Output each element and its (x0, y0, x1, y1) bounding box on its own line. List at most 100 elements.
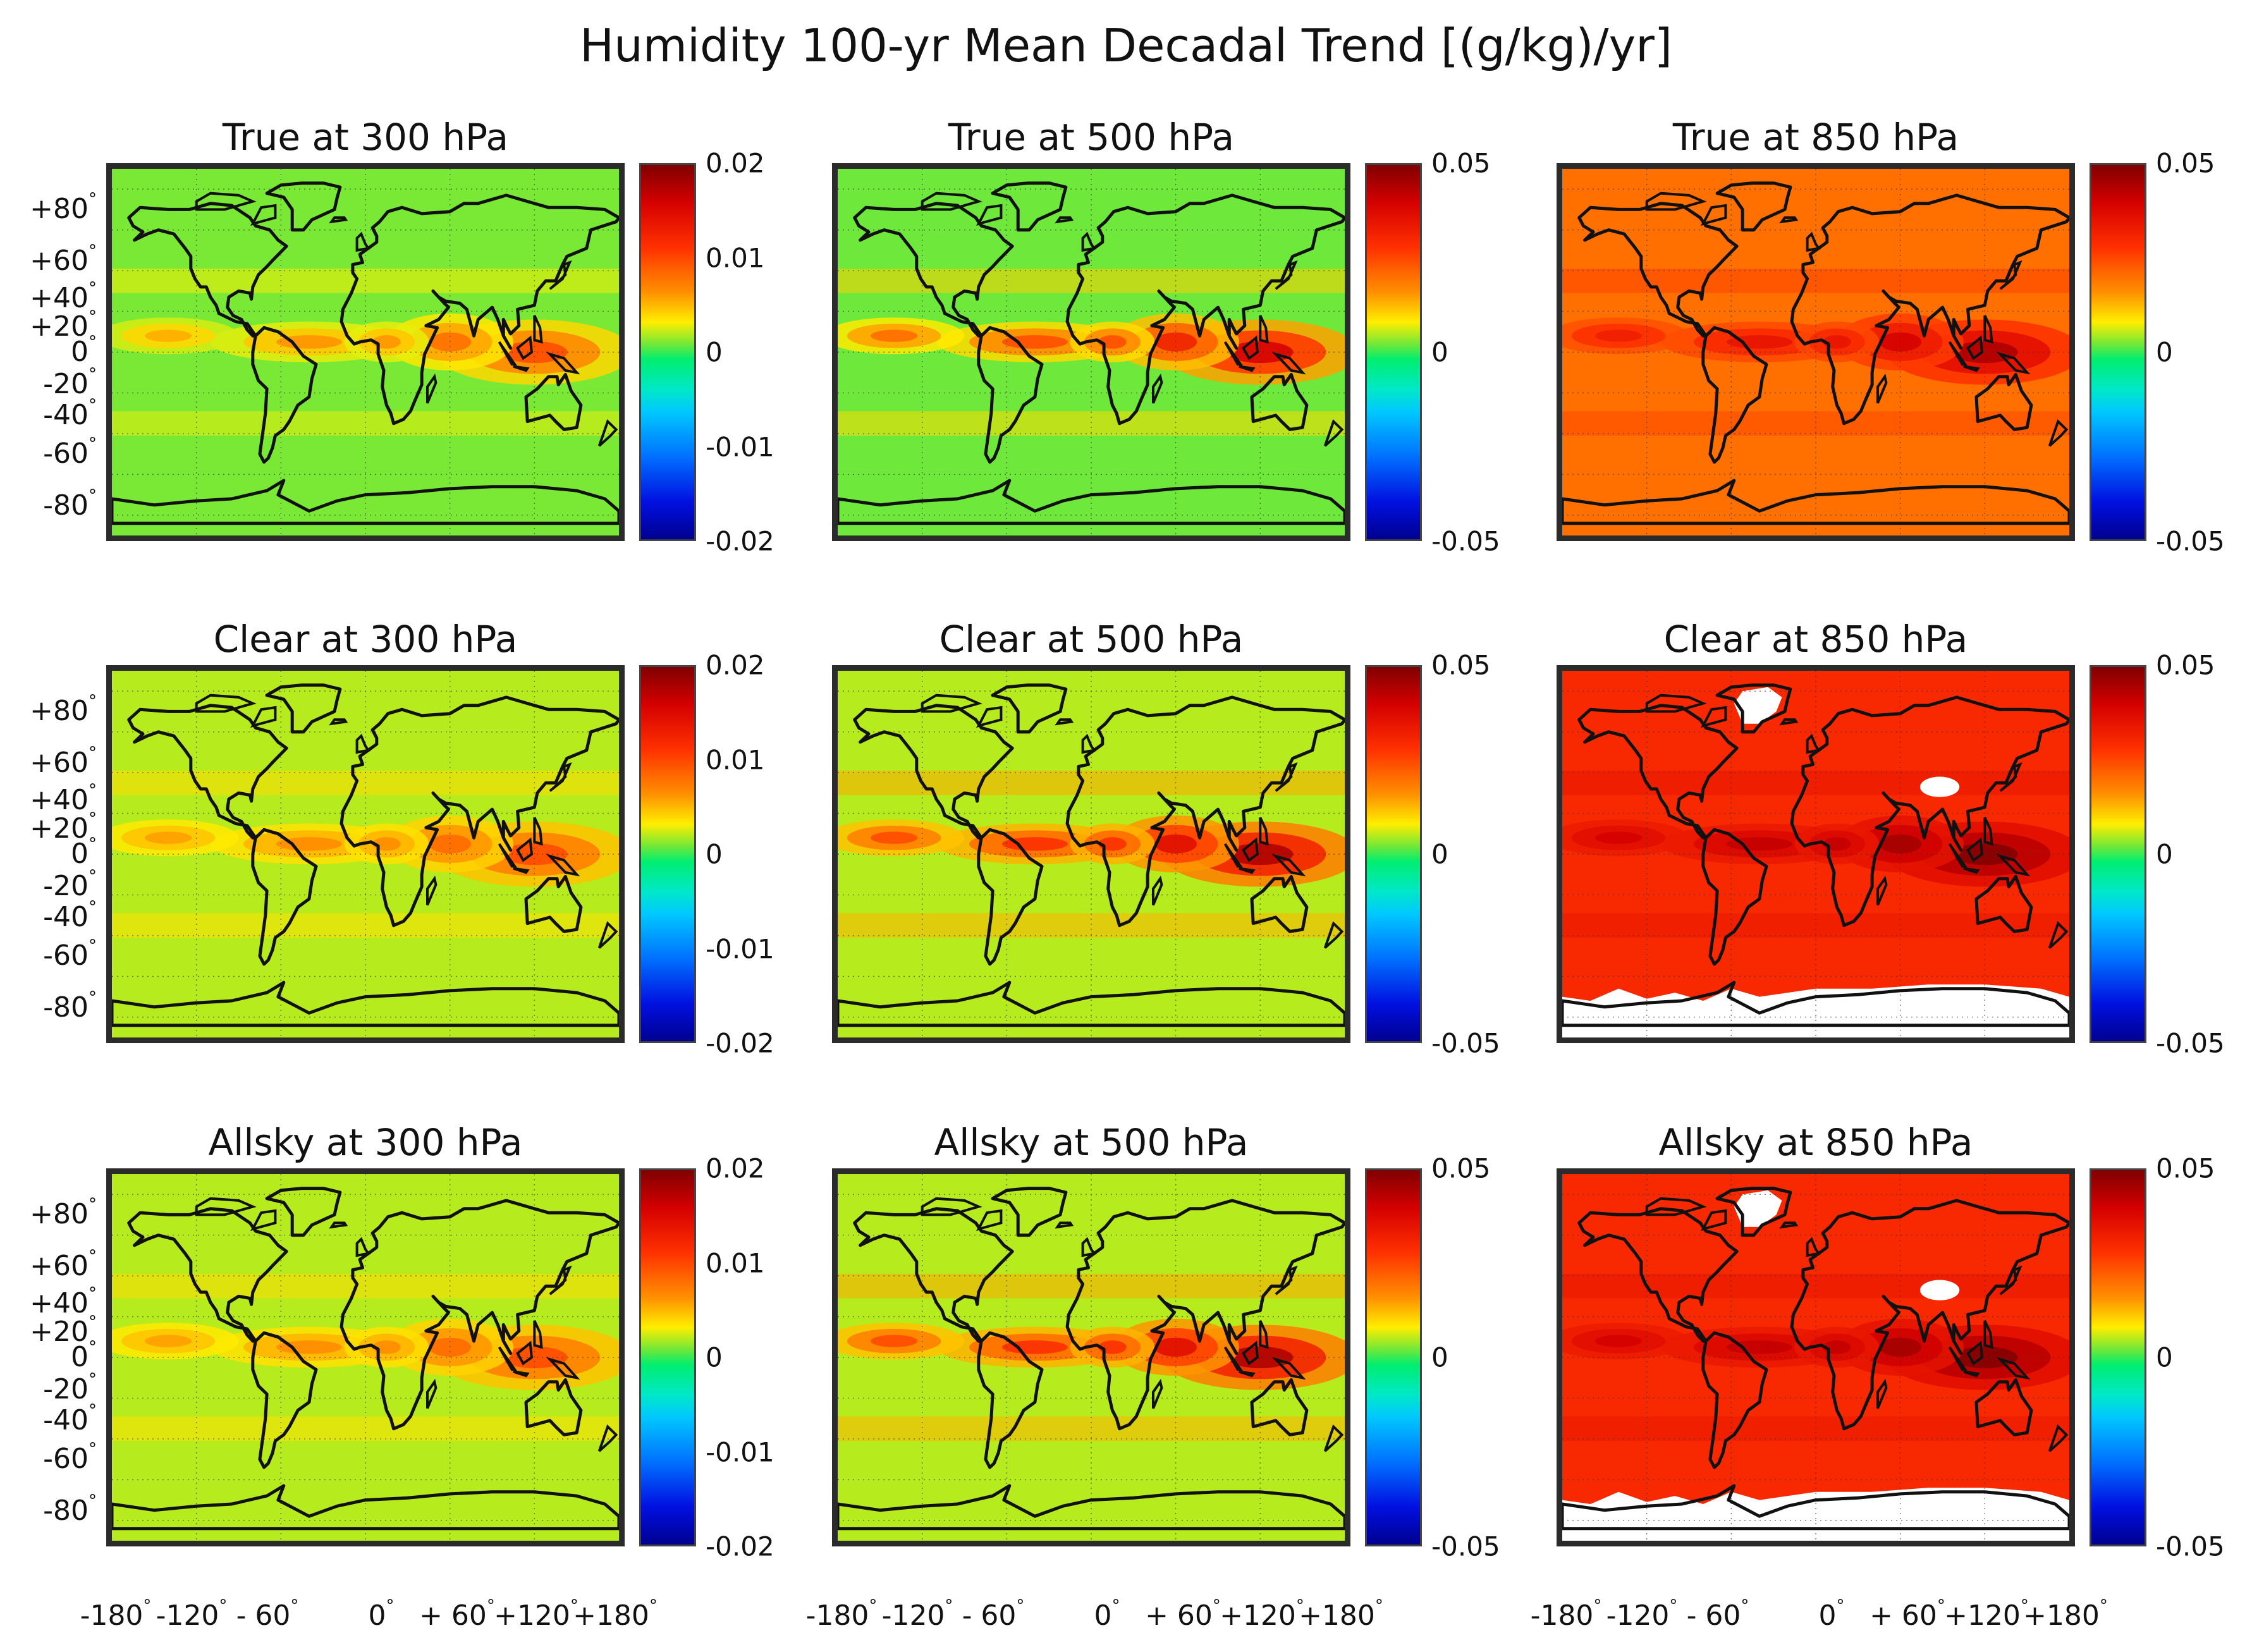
lat-tick-label: -60° (43, 434, 97, 470)
coastline-island-5 (1948, 1346, 1967, 1371)
trend-band-1 (112, 1416, 619, 1441)
coastline-island-8 (546, 352, 580, 375)
colorbar-tick-label: 0 (2156, 336, 2173, 368)
coastline-island-11 (1323, 921, 1344, 949)
colorbar-tick-label: 0.05 (1431, 649, 1491, 681)
coastline-island-4 (549, 260, 572, 290)
coastline-island-11 (2048, 921, 2069, 949)
colorbar-tick-label: 0 (2156, 1342, 2173, 1373)
colorbar-tick-label: 0 (706, 838, 723, 870)
coastline-island-6 (1966, 1340, 1984, 1366)
coastline-island-2 (195, 192, 257, 211)
coastline-island-1 (1055, 1221, 1074, 1229)
map-canvas (112, 671, 619, 1037)
colorbar-tick-label: 0.05 (1431, 147, 1491, 179)
lat-tick-label: 0° (71, 1338, 97, 1373)
coastline-antarctica (1562, 479, 2069, 525)
coastline-island-8 (1996, 1357, 2031, 1380)
lon-tick-label: - 60° (236, 1596, 299, 1632)
coastline-australia (524, 372, 583, 431)
coastline-island-3 (250, 1209, 277, 1232)
colorbar-gradient (639, 1168, 696, 1546)
coastline-island-9 (1259, 817, 1269, 846)
coastline-island-4 (549, 762, 572, 792)
coastline-island-6 (1242, 1340, 1259, 1366)
lat-tick-label: -20° (43, 365, 97, 400)
trend-anomaly-3 (870, 831, 918, 844)
coastline-island-9 (533, 1320, 543, 1349)
coastline-africa-eurasia (340, 1199, 619, 1431)
colorbar-tick-label: 0 (2156, 838, 2173, 870)
coastline-island-10 (1152, 875, 1163, 906)
trend-anomaly-3 (1594, 831, 1643, 844)
coastline-greenland (265, 683, 342, 734)
heatmap-map (832, 1168, 1350, 1546)
coastline-australia (1250, 372, 1309, 431)
coastline-australia (1250, 1378, 1309, 1436)
lat-tick-label: -20° (43, 867, 97, 902)
colorbar-tick-label: 0.02 (706, 1153, 765, 1184)
coastline-africa-eurasia (1790, 1199, 2069, 1431)
lon-tick-label: -180° (80, 1596, 152, 1632)
colorbar: 0.05 0 -0.05 (1365, 1153, 1500, 1562)
colorbar-tick-label: 0.02 (706, 649, 765, 681)
coastline-island-4 (549, 1265, 572, 1295)
lon-tick-label: -180° (1530, 1596, 1602, 1632)
coastline-island-0 (355, 231, 370, 252)
coastline-island-7 (513, 365, 530, 372)
coastline-island-10 (1876, 875, 1888, 906)
coastline-australia (524, 1378, 583, 1436)
map-canvas (1562, 169, 2069, 535)
lon-tick-label: - 60° (962, 1596, 1025, 1632)
trend-anomaly-2 (1001, 335, 1068, 349)
lat-tick-label: +20° (30, 1312, 97, 1348)
coastline-island-9 (1983, 315, 1993, 344)
lon-tick-label: + 60° (1870, 1596, 1945, 1632)
coastline-island-10 (1152, 1378, 1163, 1409)
colorbar: 0.05 0 -0.05 (1365, 148, 1500, 557)
lon-tick-label: 0° (1818, 1596, 1845, 1632)
coastline-island-2 (195, 694, 257, 713)
trend-anomaly-3 (144, 831, 192, 844)
trend-anomaly-3 (1594, 1335, 1643, 1347)
trend-anomaly-2 (1001, 837, 1068, 851)
coastline-island-4 (1999, 260, 2023, 290)
coastline-island-3 (250, 706, 277, 728)
coastline-island-3 (976, 706, 1003, 728)
coastline-island-4 (1999, 1265, 2023, 1295)
lon-tick-label: + 60° (419, 1596, 495, 1632)
lat-tick-label: +20° (30, 809, 97, 845)
map-canvas (1562, 671, 2069, 1037)
panel-title: Allsky at 300 hPa (208, 1121, 523, 1164)
coastline-south-america (977, 1331, 1044, 1469)
coastline-island-4 (1999, 762, 2023, 792)
colorbar: 0.02 0.01 0 -0.01 -0.02 (639, 148, 774, 557)
coastline-island-0 (1806, 231, 1821, 252)
coastline-greenland (1715, 181, 1792, 232)
coastline-island-11 (2048, 1424, 2069, 1452)
coastline-north-america (853, 202, 1014, 338)
coastline-island-8 (1271, 352, 1306, 375)
coastline-north-america (1577, 704, 1739, 840)
coastline-island-0 (1081, 1237, 1096, 1257)
lat-tick-label: 0° (71, 333, 97, 368)
lon-tick-label: -120° (881, 1596, 953, 1632)
coastline-island-3 (976, 1209, 1003, 1232)
coastline-island-0 (1081, 733, 1096, 754)
coastline-south-america (977, 326, 1044, 464)
coastline-island-3 (1700, 706, 1727, 728)
lat-tick-label: +60° (30, 242, 97, 277)
coastline-island-9 (1259, 1320, 1269, 1349)
coastline-island-0 (1081, 231, 1096, 252)
trend-band-1 (838, 411, 1345, 436)
lat-tick-label: -40° (43, 898, 97, 933)
coastline-antarctica (1562, 981, 2069, 1027)
coastline-island-8 (1271, 1357, 1306, 1380)
colorbar-tick-label: 0.02 (706, 147, 765, 179)
coastline-australia (1974, 874, 2033, 933)
trend-band-1 (112, 913, 619, 938)
coastline-island-4 (1275, 260, 1298, 290)
panel-title: Allsky at 850 hPa (1658, 1121, 1973, 1164)
colorbar-tick-label: 0.01 (706, 242, 765, 273)
colorbar-tick-label: -0.05 (2156, 1027, 2225, 1059)
